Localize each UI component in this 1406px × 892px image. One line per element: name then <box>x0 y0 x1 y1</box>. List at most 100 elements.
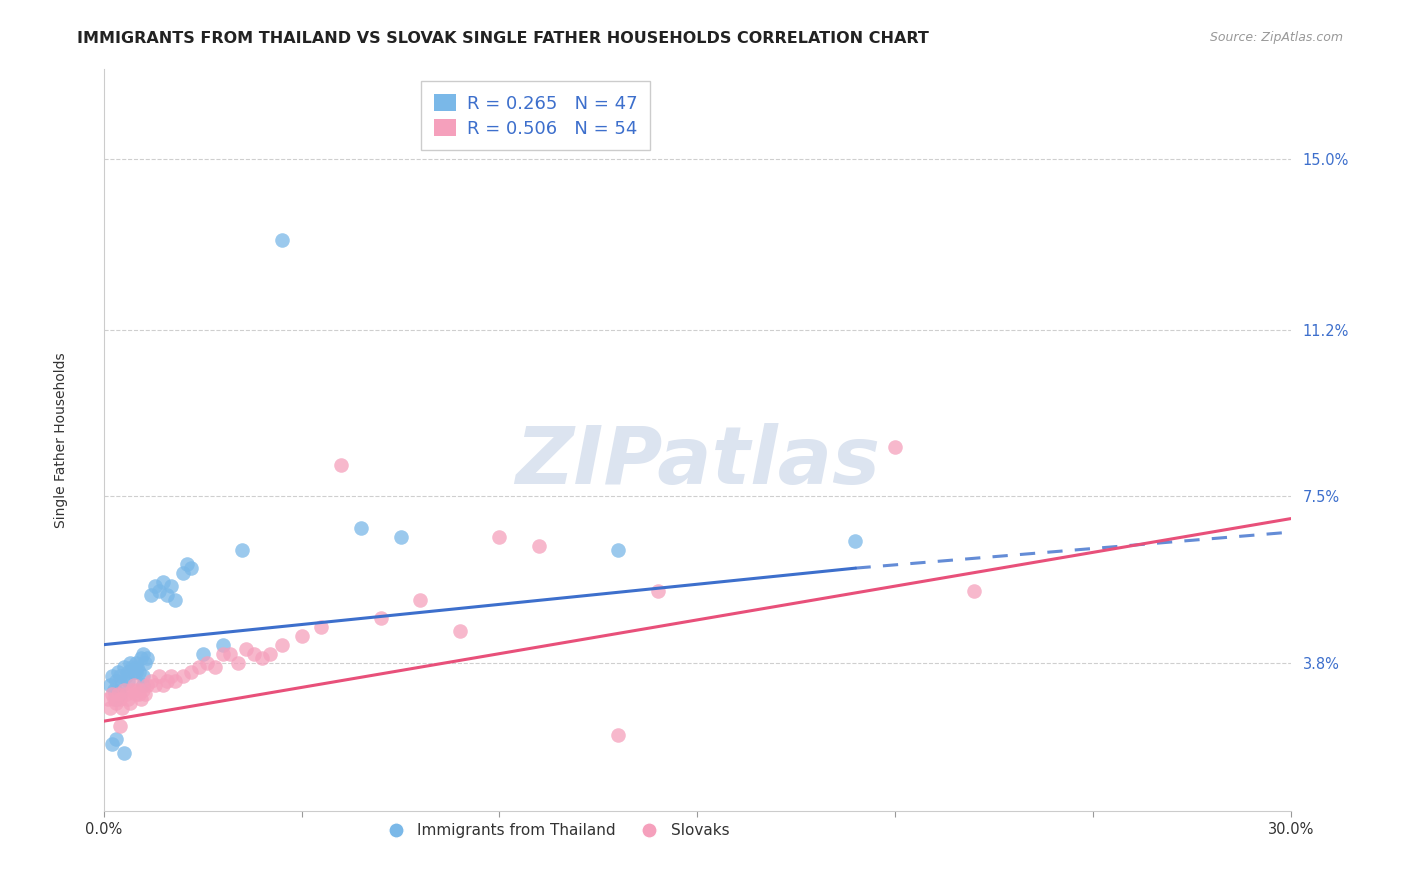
Point <box>195 656 218 670</box>
Point <box>114 669 136 683</box>
Point <box>112 660 135 674</box>
Text: IMMIGRANTS FROM THAILAND VS SLOVAK SINGLE FATHER HOUSEHOLDS CORRELATION CHART: IMMIGRANTS FROM THAILAND VS SLOVAK SINGL… <box>77 31 929 46</box>
Point <box>172 669 194 683</box>
Point <box>211 647 233 661</box>
Point <box>103 682 125 697</box>
Point <box>124 687 146 701</box>
Point <box>187 660 209 674</box>
Point <box>141 673 163 688</box>
Point <box>191 647 214 661</box>
Point <box>963 583 986 598</box>
Point <box>104 691 127 706</box>
Point <box>607 543 630 558</box>
Point <box>97 691 120 706</box>
Point <box>118 696 141 710</box>
Point <box>844 534 866 549</box>
Point <box>124 656 146 670</box>
Point <box>211 638 233 652</box>
Point <box>527 539 550 553</box>
Point <box>104 673 127 688</box>
Point <box>647 583 669 598</box>
Point <box>111 700 134 714</box>
Point <box>132 678 155 692</box>
Point <box>118 656 141 670</box>
Point <box>176 557 198 571</box>
Point <box>148 669 170 683</box>
Y-axis label: Single Father Households: Single Father Households <box>55 352 69 528</box>
Point <box>231 543 253 558</box>
Point <box>291 629 314 643</box>
Point <box>104 696 127 710</box>
Point <box>143 579 166 593</box>
Point <box>98 700 121 714</box>
Point <box>117 673 139 688</box>
Point <box>270 638 292 652</box>
Point <box>350 521 373 535</box>
Point <box>389 530 412 544</box>
Text: ZIPatlas: ZIPatlas <box>515 423 880 501</box>
Point <box>156 588 179 602</box>
Point <box>449 624 471 639</box>
Point <box>152 678 174 692</box>
Point <box>117 665 139 679</box>
Point <box>243 647 266 661</box>
Point <box>107 665 129 679</box>
Point <box>156 673 179 688</box>
Point <box>148 583 170 598</box>
Point <box>219 647 242 661</box>
Point <box>228 656 250 670</box>
Text: Source: ZipAtlas.com: Source: ZipAtlas.com <box>1209 31 1343 45</box>
Point <box>103 691 125 706</box>
Point <box>98 678 121 692</box>
Point <box>160 579 183 593</box>
Point <box>259 647 281 661</box>
Point <box>311 620 333 634</box>
Point <box>101 669 124 683</box>
Point <box>117 691 139 706</box>
Point <box>101 687 124 701</box>
Point <box>141 588 163 602</box>
Point <box>121 682 143 697</box>
Point <box>108 719 131 733</box>
Point <box>127 660 149 674</box>
Point <box>131 651 153 665</box>
Point <box>121 660 143 674</box>
Point <box>143 678 166 692</box>
Point <box>127 682 149 697</box>
Point <box>330 458 353 472</box>
Point <box>114 687 136 701</box>
Point <box>104 732 127 747</box>
Point <box>112 682 135 697</box>
Point <box>111 678 134 692</box>
Point <box>180 561 202 575</box>
Point <box>107 687 129 701</box>
Point <box>132 682 155 697</box>
Point <box>409 592 432 607</box>
Point <box>136 678 159 692</box>
Point <box>160 669 183 683</box>
Point <box>108 669 131 683</box>
Point <box>101 737 124 751</box>
Point <box>134 656 156 670</box>
Point <box>124 665 146 679</box>
Legend: Immigrants from Thailand, Slovaks: Immigrants from Thailand, Slovaks <box>374 817 735 845</box>
Point <box>370 610 392 624</box>
Point <box>165 673 187 688</box>
Point <box>122 665 145 679</box>
Point <box>122 678 145 692</box>
Point <box>488 530 510 544</box>
Point <box>128 665 150 679</box>
Point <box>172 566 194 580</box>
Point <box>108 691 131 706</box>
Point <box>152 574 174 589</box>
Point <box>108 687 131 701</box>
Point <box>204 660 226 674</box>
Point <box>132 647 155 661</box>
Point <box>235 642 257 657</box>
Point <box>180 665 202 679</box>
Point <box>134 687 156 701</box>
Point <box>136 651 159 665</box>
Point <box>165 592 187 607</box>
Point <box>607 728 630 742</box>
Point <box>270 233 292 247</box>
